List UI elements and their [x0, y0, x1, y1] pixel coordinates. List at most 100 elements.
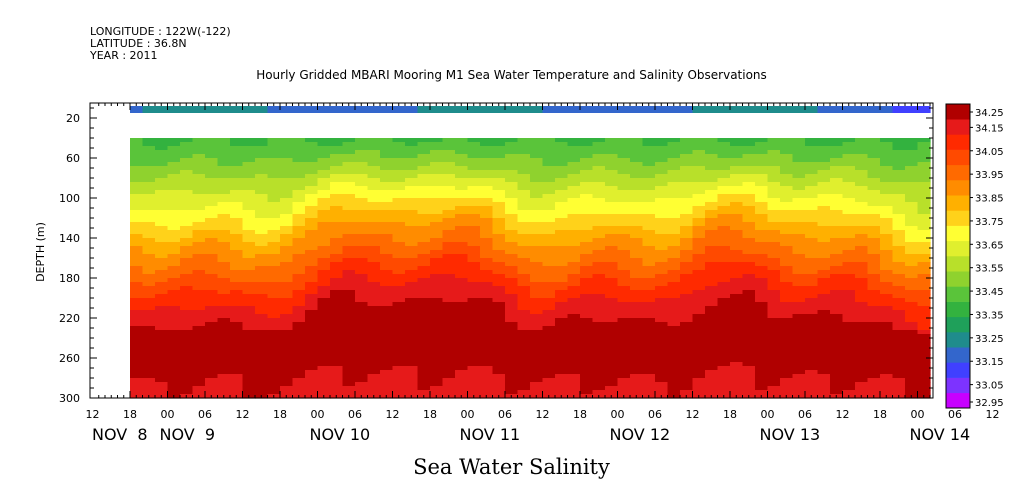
- heatmap-cell: [605, 342, 619, 347]
- heatmap-cell: [892, 190, 906, 195]
- heatmap-cell: [405, 374, 419, 379]
- heatmap-cell: [142, 206, 156, 211]
- heatmap-cell: [867, 186, 881, 191]
- heatmap-cell: [530, 106, 544, 113]
- heatmap-cell: [442, 182, 456, 187]
- heatmap-cell: [667, 274, 681, 279]
- heatmap-cell: [792, 254, 806, 259]
- heatmap-cell: [505, 254, 519, 259]
- heatmap-cell: [267, 234, 281, 239]
- heatmap-cell: [642, 278, 656, 283]
- heatmap-cell: [630, 166, 644, 171]
- heatmap-cell: [742, 286, 756, 291]
- heatmap-cell: [442, 142, 456, 147]
- heatmap-cell: [405, 318, 419, 323]
- heatmap-cell: [817, 326, 831, 331]
- heatmap-cell: [217, 278, 231, 283]
- heatmap-cell: [455, 210, 469, 215]
- heatmap-cell: [317, 158, 331, 163]
- heatmap-cell: [730, 178, 744, 183]
- heatmap-cell: [455, 298, 469, 303]
- heatmap-cell: [142, 378, 156, 383]
- heatmap-cell: [267, 278, 281, 283]
- heatmap-cell: [230, 238, 244, 243]
- heatmap-cell: [167, 390, 181, 395]
- heatmap-cell: [730, 290, 744, 295]
- heatmap-cell: [730, 182, 744, 187]
- heatmap-cell: [392, 178, 406, 183]
- heatmap-cell: [192, 258, 206, 263]
- heatmap-cell: [517, 246, 531, 251]
- heatmap-cell: [767, 262, 781, 267]
- heatmap-cell: [342, 266, 356, 271]
- heatmap-cell: [230, 142, 244, 147]
- heatmap-cell: [242, 346, 256, 351]
- heatmap-cell: [830, 298, 844, 303]
- heatmap-cell: [142, 194, 156, 199]
- heatmap-cell: [780, 274, 794, 279]
- heatmap-cell: [167, 354, 181, 359]
- heatmap-cell: [342, 142, 356, 147]
- heatmap-cell: [380, 282, 394, 287]
- heatmap-cell: [692, 282, 706, 287]
- heatmap-cell: [367, 306, 381, 311]
- heatmap-cell: [705, 206, 719, 211]
- heatmap-cell: [280, 250, 294, 255]
- heatmap-cell: [867, 338, 881, 343]
- heatmap-cell: [430, 370, 444, 375]
- heatmap-cell: [355, 170, 369, 175]
- heatmap-cell: [430, 246, 444, 251]
- heatmap-cell: [292, 206, 306, 211]
- heatmap-cell: [705, 270, 719, 275]
- heatmap-cell: [592, 254, 606, 259]
- heatmap-cell: [667, 142, 681, 147]
- heatmap-cell: [355, 262, 369, 267]
- heatmap-cell: [842, 146, 856, 151]
- x-hour-label: 06: [348, 408, 362, 421]
- heatmap-cell: [617, 198, 631, 203]
- x-hour-label: 00: [311, 408, 325, 421]
- heatmap-cell: [192, 338, 206, 343]
- heatmap-cell: [917, 186, 931, 191]
- heatmap-cell: [680, 198, 694, 203]
- heatmap-cell: [642, 346, 656, 351]
- heatmap-cell: [592, 198, 606, 203]
- heatmap-cell: [155, 106, 169, 113]
- heatmap-cell: [805, 246, 819, 251]
- heatmap-cell: [167, 282, 181, 287]
- heatmap-cell: [230, 194, 244, 199]
- heatmap-cell: [830, 174, 844, 179]
- heatmap-cell: [155, 146, 169, 151]
- heatmap-cell: [730, 262, 744, 267]
- heatmap-cell: [530, 390, 544, 395]
- heatmap-cell: [280, 210, 294, 215]
- heatmap-cell: [280, 234, 294, 239]
- heatmap-cell: [730, 310, 744, 315]
- heatmap-cell: [205, 326, 219, 331]
- heatmap-cell: [805, 350, 819, 355]
- heatmap-cell: [842, 322, 856, 327]
- heatmap-cell: [692, 322, 706, 327]
- heatmap-cell: [342, 162, 356, 167]
- heatmap-cell: [842, 354, 856, 359]
- heatmap-cell: [392, 362, 406, 367]
- heatmap-cell: [130, 370, 144, 375]
- heatmap-cell: [417, 154, 431, 159]
- heatmap-cell: [530, 242, 544, 247]
- heatmap-cell: [855, 238, 869, 243]
- heatmap-cell: [492, 170, 506, 175]
- heatmap-cell: [642, 274, 656, 279]
- heatmap-cell: [792, 242, 806, 247]
- heatmap-cell: [392, 162, 406, 167]
- colorbar-swatch: [946, 119, 970, 135]
- heatmap-cell: [805, 382, 819, 387]
- heatmap-cell: [830, 262, 844, 267]
- heatmap-cell: [717, 334, 731, 339]
- heatmap-cell: [755, 286, 769, 291]
- heatmap-cell: [280, 338, 294, 343]
- heatmap-cell: [867, 146, 881, 151]
- heatmap-cell: [417, 206, 431, 211]
- heatmap-cell: [767, 106, 781, 113]
- heatmap-cell: [855, 374, 869, 379]
- heatmap-cell: [292, 334, 306, 339]
